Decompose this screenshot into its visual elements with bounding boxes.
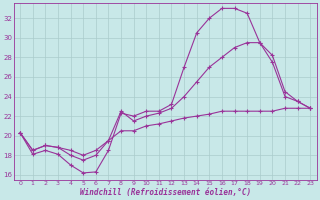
X-axis label: Windchill (Refroidissement éolien,°C): Windchill (Refroidissement éolien,°C) [80, 188, 251, 197]
